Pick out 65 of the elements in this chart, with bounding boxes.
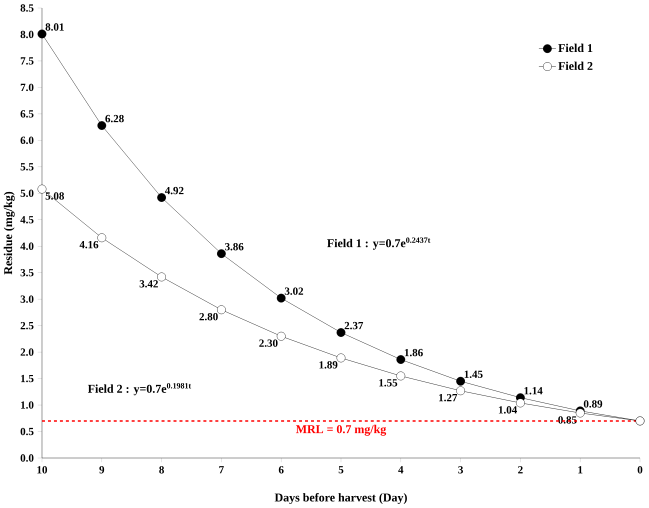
point [38, 30, 46, 39]
data-label: 6.28 [105, 115, 124, 123]
legend-label: Field 1 [558, 44, 592, 52]
y-tick-label: 7.0 [20, 84, 34, 92]
y-tick-label: 2.0 [20, 348, 34, 356]
y-tick-label: 1.0 [21, 402, 34, 409]
y-tick-label: 5.0 [20, 190, 34, 198]
x-tick-label: 3 [458, 466, 463, 474]
data-label: 1.14 [524, 387, 543, 395]
y-tick-label: 6.0 [20, 136, 34, 144]
ref-line-label: MRL = 0.7 mg/kg [296, 424, 386, 436]
point [396, 355, 406, 364]
data-label: 8.01 [46, 23, 64, 31]
data-label: 5.08 [46, 192, 64, 200]
x-tick-label: 0 [638, 466, 642, 474]
data-label: 0.89 [584, 400, 602, 408]
y-tick-label: 6.5 [20, 110, 34, 118]
x-axis-title: Days before harvest (Day) [274, 493, 407, 504]
y-tick-label: 5.5 [20, 163, 34, 171]
x-tick-label: 8 [159, 466, 164, 474]
annotation: Field 1 : y=0.7e$^{0.2437t}$ [327, 238, 430, 250]
point [516, 398, 525, 408]
data-label: 4.92 [164, 187, 184, 195]
data-label: 2.37 [344, 322, 364, 330]
data-label: 1.89 [319, 361, 338, 369]
point [276, 294, 286, 303]
point [456, 377, 466, 386]
x-tick-label: 2 [518, 466, 523, 474]
data-label: 3.02 [284, 288, 304, 296]
y-tick-label: 1.5 [21, 375, 34, 382]
y-tick-label: 4.0 [20, 242, 34, 250]
y-tick-label: 8.0 [20, 30, 34, 38]
y-tick-label: 0.0 [20, 454, 34, 462]
annotation: Field 2 : y=0.7e$^{0.1981t}$ [88, 383, 192, 396]
x-tick-label: 6 [278, 466, 284, 474]
y-tick-label: 2.5 [20, 322, 34, 330]
point [157, 193, 166, 202]
y-tick-label: 8.5 [20, 4, 34, 12]
data-label: 1.27 [439, 394, 458, 402]
data-label: 1.45 [464, 370, 483, 378]
x-tick-label: 1 [578, 466, 582, 474]
x-tick-label: 10 [37, 466, 48, 474]
data-label: 1.86 [404, 349, 423, 357]
x-tick-label: 5 [338, 466, 344, 474]
data-label: 3.86 [225, 243, 244, 251]
x-tick-label: 9 [99, 466, 104, 474]
point [576, 408, 585, 418]
data-label: 3.42 [140, 280, 158, 288]
point [97, 121, 106, 130]
y-axis-title: Residue (mg/kg) [4, 192, 15, 275]
data-label: 2.30 [259, 340, 278, 348]
x-tick-label: 7 [219, 466, 224, 474]
y-tick-label: 0.5 [20, 428, 34, 436]
y-tick-label: 3.0 [20, 296, 34, 304]
data-label: 4.16 [80, 241, 98, 249]
y-tick-label: 4.5 [20, 216, 34, 224]
legend-label: Field 2 [558, 62, 592, 70]
y-tick-label: 3.5 [20, 269, 34, 277]
x-tick-label: 4 [398, 466, 404, 474]
data-label: 1.55 [379, 379, 398, 387]
y-tick-label: 7.5 [20, 57, 34, 65]
point [217, 249, 226, 258]
point [336, 328, 346, 338]
data-label: 1.04 [498, 406, 517, 414]
data-label: 2.80 [199, 313, 218, 321]
